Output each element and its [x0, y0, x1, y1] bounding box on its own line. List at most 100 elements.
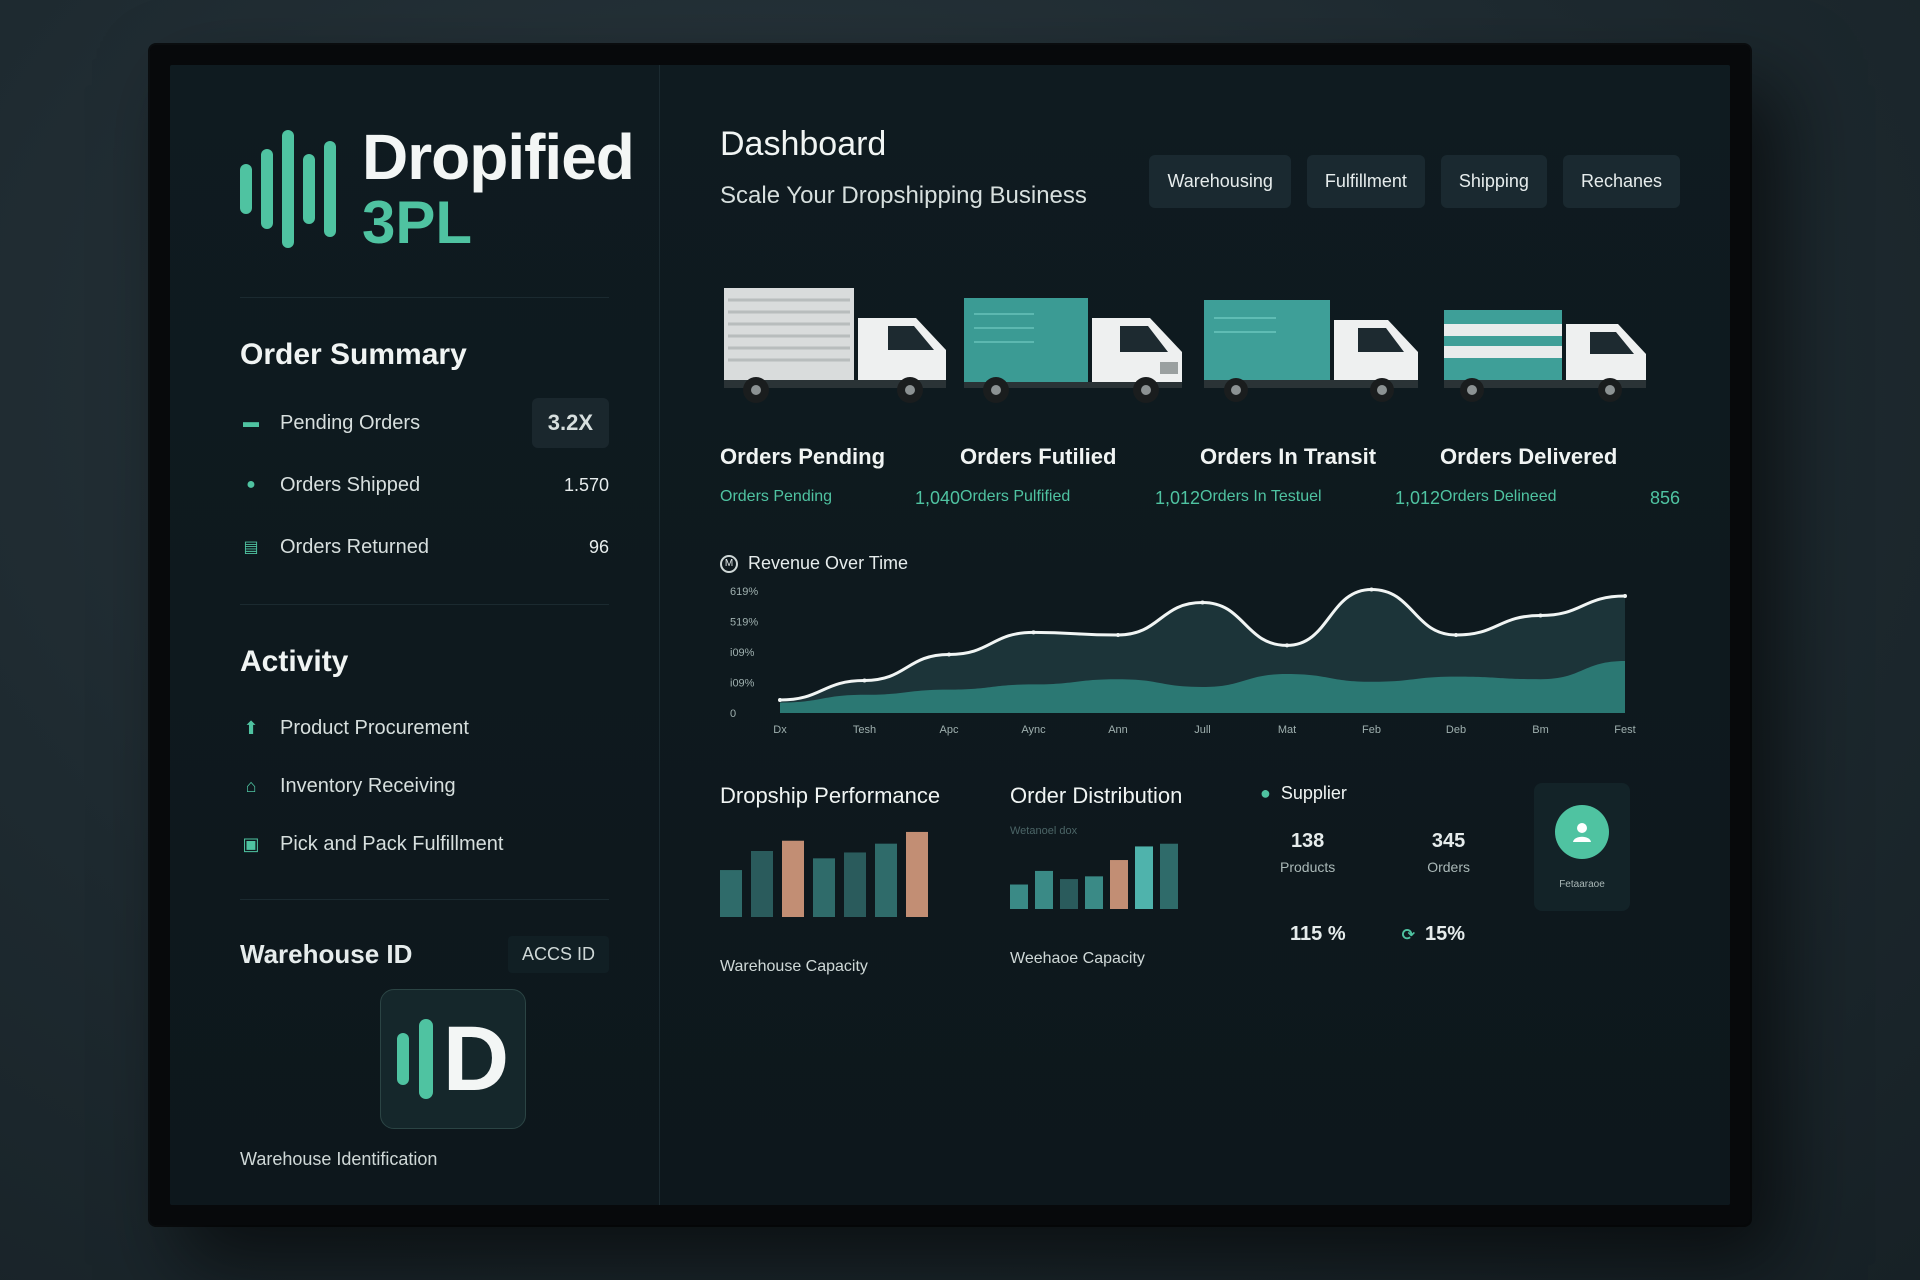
data-point [1200, 600, 1205, 605]
id-letter: D [442, 1008, 510, 1110]
x-tick-label: Fest [1614, 724, 1635, 736]
x-tick-label: Apc [940, 724, 959, 736]
chart-info-icon: M [720, 554, 738, 573]
dashboard-screen: Dropified 3PL Order Summary ▬ Pending Or… [170, 65, 1730, 1205]
tab-fulfillment[interactable]: Fulfillment [1306, 155, 1425, 208]
divider [240, 604, 609, 605]
multiplier-badge: 3.2X [531, 398, 609, 448]
truck-grey-icon [724, 288, 946, 403]
page-title: Dashboard [720, 125, 887, 163]
y-tick-label: 519% [730, 617, 758, 629]
bar [1160, 843, 1178, 909]
activity-item-pick-pack[interactable]: ▣ Pick and Pack Fulfillment [240, 815, 609, 873]
panel-title: Dropship Performance [720, 783, 941, 808]
data-point [947, 652, 951, 657]
x-tick-label: Ann [1108, 724, 1128, 736]
activity-item-receiving[interactable]: ⌂ Inventory Receiving [240, 757, 609, 815]
data-point [1623, 594, 1627, 598]
warehouse-id-title: Warehouse ID [240, 939, 413, 969]
x-tick-label: Feb [1362, 724, 1381, 736]
page-subtitle: Scale Your Dropshipping Business [720, 182, 1087, 209]
card-stat-value: 1,012 [1394, 488, 1440, 508]
tab-warehousing[interactable]: Warehousing [1149, 155, 1291, 208]
card-stat-label: Orders Pulfified [960, 488, 1071, 505]
brand-logo[interactable]: Dropified 3PL [240, 125, 635, 298]
bar [1135, 846, 1153, 909]
supplier-percent-a: 115 % [1290, 923, 1346, 945]
sidebar: Dropified 3PL Order Summary ▬ Pending Or… [170, 65, 660, 1205]
order-status-cards: Orders Pending Orders Pending 1,040 [720, 280, 1680, 509]
bar [1085, 876, 1103, 909]
order-distribution-panel[interactable]: Order Distribution Wetanoel dox Weehaoe … [1010, 783, 1230, 968]
inbox-icon: ▬ [243, 414, 259, 431]
order-summary-row-returned[interactable]: ▤ Orders Returned 96 [240, 516, 609, 578]
x-tick-label: Mat [1278, 724, 1296, 736]
divider [240, 899, 609, 900]
card-orders-in-transit[interactable]: Orders In Transit Orders In Testuel 1,01… [1200, 280, 1440, 509]
card-title: Orders Futilied [960, 444, 1117, 469]
x-tick-label: Jull [1194, 724, 1211, 736]
card-orders-delivered[interactable]: Orders Delivered Orders Delineed 856 [1440, 280, 1680, 509]
avatar [1555, 805, 1609, 859]
panel-caption: Wetanoel dox [1010, 825, 1078, 837]
card-orders-fulfilled[interactable]: Orders Futilied Orders Pulfified 1,012 [960, 280, 1200, 509]
x-tick-label: Dx [773, 724, 787, 736]
panel-footer: Weehaoe Capacity [1010, 950, 1145, 967]
data-point [778, 698, 782, 702]
panel-footer: Warehouse Capacity [720, 958, 868, 975]
card-stat-value: 856 [1649, 488, 1680, 508]
x-tick-label: Tesh [853, 724, 876, 736]
bar [813, 858, 835, 917]
order-summary-row-pending[interactable]: ▬ Pending Orders 3.2X [240, 392, 609, 454]
y-tick-label: i09% [730, 678, 755, 690]
revenue-chart[interactable]: M Revenue Over Time 619% 519% i09% i09% 0 Dx T… [720, 553, 1680, 743]
accs-id-label[interactable]: ACCS ID [507, 936, 609, 973]
location-pin-icon: ● [246, 476, 256, 493]
truck-teal-icon [1204, 300, 1418, 402]
tab-bar: Warehousing Fulfillment Shipping Rechane… [1149, 155, 1680, 208]
data-point [1538, 613, 1543, 618]
supplier-percent-b: 15% [1425, 923, 1466, 945]
y-tick-label: i09% [730, 647, 755, 659]
supplier-percent-b-wrap: ⟳ 15% [1402, 923, 1465, 946]
tab-shipping[interactable]: Shipping [1440, 155, 1547, 208]
bar [1010, 884, 1028, 909]
x-tick-label: Bm [1532, 724, 1549, 736]
data-point [1031, 630, 1036, 635]
card-stat-value: 1,012 [1154, 488, 1200, 508]
id-bar-icon [396, 1033, 409, 1085]
card-stat-label: Orders In Testuel [1200, 488, 1322, 505]
data-point [1116, 633, 1120, 637]
bar [906, 831, 928, 917]
clipboard-icon: ▤ [243, 539, 259, 556]
order-summary-row-shipped[interactable]: ● Orders Shipped 1.570 [240, 454, 609, 516]
panel-title: Order Distribution [1010, 783, 1183, 808]
bar [782, 840, 804, 917]
card-title: Orders Delivered [1440, 444, 1618, 469]
series-area-secondary [780, 661, 1625, 713]
supplier-avatar-card[interactable]: Fetaaraoe [1534, 783, 1630, 911]
series-line-primary [779, 587, 1626, 702]
warehouse-icon: ⌂ [245, 775, 257, 796]
bar [720, 870, 742, 917]
warehouse-id-card[interactable]: D [380, 989, 526, 1129]
brand-name: Dropified [362, 121, 635, 193]
user-icon [1573, 823, 1591, 842]
dropship-performance-panel[interactable]: Dropship Performance Warehouse Capacity [720, 783, 980, 976]
bar [844, 852, 866, 917]
tab-rechanes[interactable]: Rechanes [1562, 155, 1680, 208]
activity-item-procurement[interactable]: ⬆ Product Procurement [240, 699, 609, 757]
card-stat-label: Orders Delineed [1440, 488, 1557, 505]
card-title: Orders In Transit [1200, 444, 1377, 469]
supplier-stat-products: 138 Products [1280, 830, 1336, 875]
revenue-chart-svg: 619% 519% i09% i09% 0 Dx Tesh Apc Aync Ann Jull Mat… [730, 586, 1636, 736]
order-distribution-bars [1010, 843, 1178, 909]
order-summary-title: Order Summary [240, 338, 467, 371]
bar [1035, 870, 1053, 909]
truck-striped-icon [1444, 310, 1646, 402]
card-orders-pending[interactable]: Orders Pending Orders Pending 1,040 [720, 280, 960, 509]
y-tick-label: 0 [730, 708, 736, 720]
package-icon: ▣ [242, 833, 260, 854]
id-bar-icon [418, 1019, 433, 1099]
person-icon: ● [1260, 783, 1271, 803]
